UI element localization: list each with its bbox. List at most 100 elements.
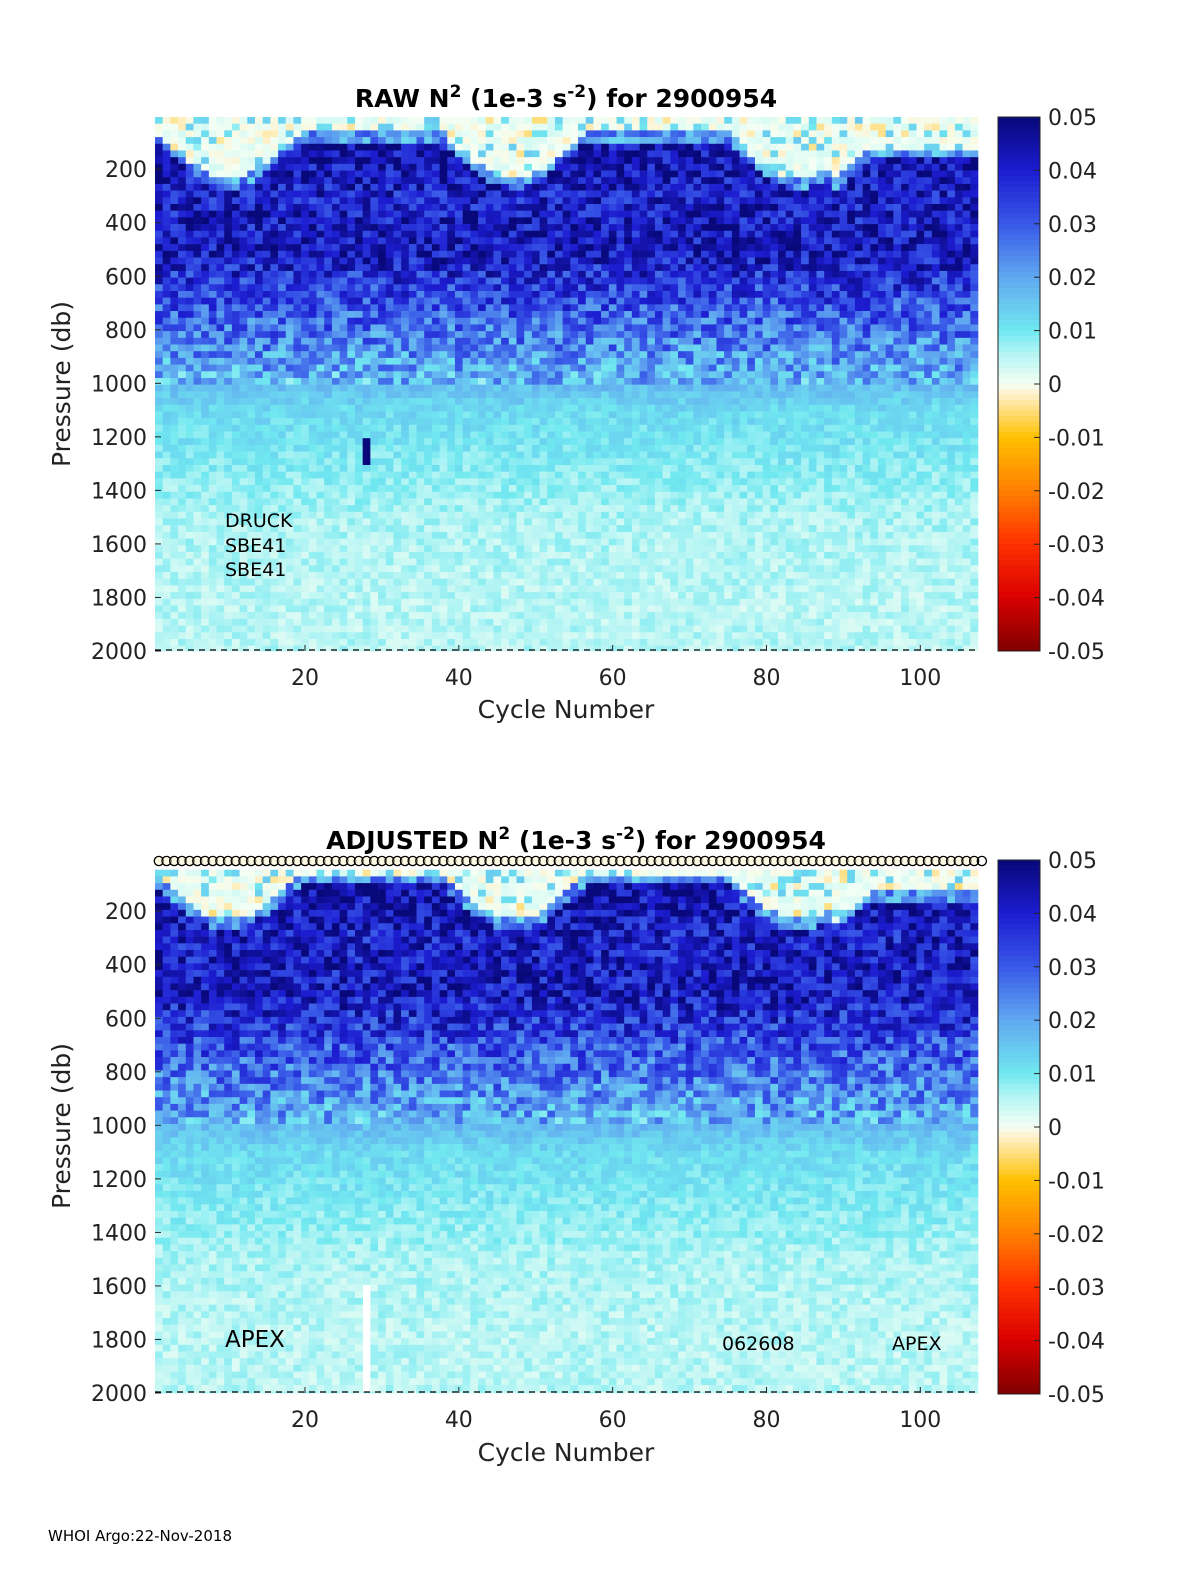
heatmap-cell <box>378 598 387 606</box>
heatmap-cell <box>262 478 271 486</box>
heatmap-cell <box>270 224 279 232</box>
heatmap-cell <box>339 458 348 466</box>
heatmap-cell <box>254 398 263 406</box>
heatmap-cell <box>370 551 379 559</box>
heatmap-cell <box>608 565 617 573</box>
heatmap-cell <box>285 612 294 620</box>
heatmap-cell <box>193 190 202 198</box>
heatmap-cell <box>524 491 533 499</box>
heatmap-cell <box>531 625 540 633</box>
heatmap-cell <box>547 592 556 600</box>
heatmap-cell <box>247 471 256 479</box>
heatmap-cell <box>470 364 479 372</box>
heatmap-cell <box>239 605 248 613</box>
heatmap-cell <box>224 485 233 493</box>
heatmap-cell <box>301 217 310 225</box>
heatmap-cell <box>524 264 533 272</box>
heatmap-cell <box>201 384 210 392</box>
heatmap-cell <box>285 230 294 238</box>
heatmap-cell <box>401 177 410 185</box>
heatmap-cell <box>608 264 617 272</box>
heatmap-cell <box>431 257 440 265</box>
heatmap-cell <box>593 424 602 432</box>
heatmap-cell <box>354 324 363 332</box>
heatmap-cell <box>293 130 302 138</box>
heatmap-cell <box>331 605 340 613</box>
heatmap-cell <box>308 311 317 319</box>
heatmap-cell <box>262 585 271 593</box>
heatmap-cell <box>593 384 602 392</box>
heatmap-cell <box>170 638 179 646</box>
heatmap-cell <box>331 284 340 292</box>
heatmap-cell <box>401 558 410 566</box>
heatmap-cell <box>239 398 248 406</box>
heatmap-cell <box>385 464 394 472</box>
heatmap-cell <box>570 384 579 392</box>
heatmap-cell <box>408 117 417 124</box>
heatmap-cell <box>631 311 640 319</box>
heatmap-cell <box>178 257 187 265</box>
heatmap-cell <box>470 284 479 292</box>
heatmap-cell <box>585 177 594 185</box>
heatmap-cell <box>231 431 240 439</box>
heatmap-cell <box>208 203 217 211</box>
heatmap-cell <box>616 264 625 272</box>
heatmap-cell <box>393 270 402 278</box>
heatmap-cell <box>331 117 340 124</box>
heatmap-cell <box>331 244 340 252</box>
heatmap-cell <box>393 150 402 158</box>
heatmap-cell <box>324 572 333 580</box>
heatmap-cell <box>162 337 171 345</box>
heatmap-cell <box>524 645 533 652</box>
heatmap-cell <box>393 592 402 600</box>
heatmap-cell <box>270 645 279 652</box>
heatmap-cell <box>416 230 425 238</box>
heatmap-cell <box>247 551 256 559</box>
heatmap-cell <box>524 598 533 606</box>
heatmap-cell <box>231 531 240 539</box>
heatmap-cell <box>539 605 548 613</box>
heatmap-cell <box>216 464 225 472</box>
heatmap-cell <box>578 257 587 265</box>
heatmap-cell <box>478 598 487 606</box>
heatmap-cell <box>170 290 179 298</box>
heatmap-cell <box>508 505 517 513</box>
heatmap-cell <box>431 237 440 245</box>
heatmap-cell <box>501 551 510 559</box>
heatmap-cell <box>231 311 240 319</box>
heatmap-cell <box>378 444 387 452</box>
heatmap-cell <box>393 464 402 472</box>
heatmap-cell <box>370 210 379 218</box>
heatmap-cell <box>485 304 494 312</box>
heatmap-cell <box>201 123 210 131</box>
heatmap-cell <box>554 498 563 506</box>
heatmap-cell <box>354 244 363 252</box>
heatmap-cell <box>431 485 440 493</box>
heatmap-cell <box>378 304 387 312</box>
heatmap-cell <box>524 297 533 305</box>
heatmap-cell <box>208 592 217 600</box>
heatmap-cell <box>247 137 256 145</box>
heatmap-cell <box>370 311 379 319</box>
heatmap-cell <box>616 444 625 452</box>
heatmap-cell <box>593 572 602 580</box>
heatmap-cell <box>308 371 317 379</box>
heatmap-cell <box>178 270 187 278</box>
heatmap-cell <box>585 217 594 225</box>
heatmap-cell <box>254 485 263 493</box>
heatmap-cell <box>531 217 540 225</box>
heatmap-cell <box>347 444 356 452</box>
heatmap-cell <box>347 203 356 211</box>
heatmap-cell <box>416 638 425 646</box>
heatmap-cell <box>524 190 533 198</box>
heatmap-cell <box>301 585 310 593</box>
heatmap-cell <box>462 618 471 626</box>
heatmap-cell <box>570 337 579 345</box>
heatmap-cell <box>347 418 356 426</box>
heatmap-cell <box>524 344 533 352</box>
heatmap-cell <box>408 277 417 285</box>
heatmap-cell <box>447 424 456 432</box>
heatmap-cell <box>193 250 202 258</box>
heatmap-cell <box>516 297 525 305</box>
heatmap-cell <box>201 491 210 499</box>
